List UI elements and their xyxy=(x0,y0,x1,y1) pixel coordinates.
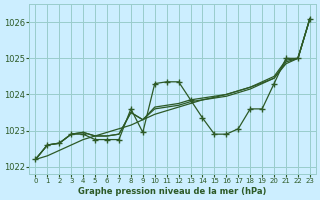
X-axis label: Graphe pression niveau de la mer (hPa): Graphe pression niveau de la mer (hPa) xyxy=(78,187,267,196)
